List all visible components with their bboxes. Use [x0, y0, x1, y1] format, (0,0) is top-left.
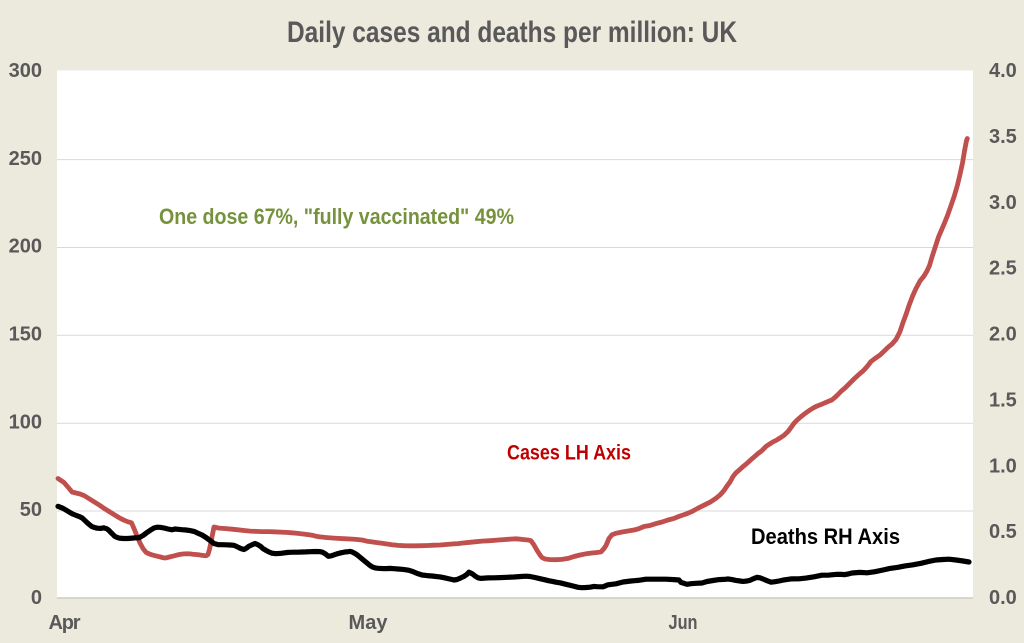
svg-text:Cases LH Axis: Cases LH Axis [507, 442, 631, 465]
svg-text:May: May [349, 612, 389, 634]
svg-text:150: 150 [9, 324, 42, 346]
svg-text:100: 100 [9, 411, 42, 433]
svg-text:Jun: Jun [669, 612, 698, 634]
svg-text:Daily cases and deaths per mil: Daily cases and deaths per million: UK [287, 16, 737, 49]
svg-text:50: 50 [20, 499, 42, 521]
svg-text:200: 200 [9, 236, 42, 258]
svg-text:250: 250 [9, 148, 42, 170]
svg-text:0: 0 [31, 587, 42, 609]
svg-text:One dose 67%, "fully vaccinate: One dose 67%, "fully vaccinated" 49% [159, 204, 514, 229]
svg-text:300: 300 [9, 60, 42, 82]
svg-text:Apr: Apr [49, 612, 81, 634]
svg-text:3.5: 3.5 [989, 126, 1017, 148]
svg-text:4.0: 4.0 [989, 60, 1017, 82]
svg-text:1.0: 1.0 [989, 455, 1017, 477]
svg-text:2.5: 2.5 [989, 258, 1017, 280]
svg-text:1.5: 1.5 [989, 389, 1017, 411]
svg-text:2.0: 2.0 [989, 324, 1017, 346]
svg-text:3.0: 3.0 [989, 192, 1017, 214]
svg-text:0.5: 0.5 [989, 521, 1017, 543]
svg-text:Deaths RH Axis: Deaths RH Axis [751, 524, 900, 549]
svg-text:0.0: 0.0 [989, 587, 1017, 609]
